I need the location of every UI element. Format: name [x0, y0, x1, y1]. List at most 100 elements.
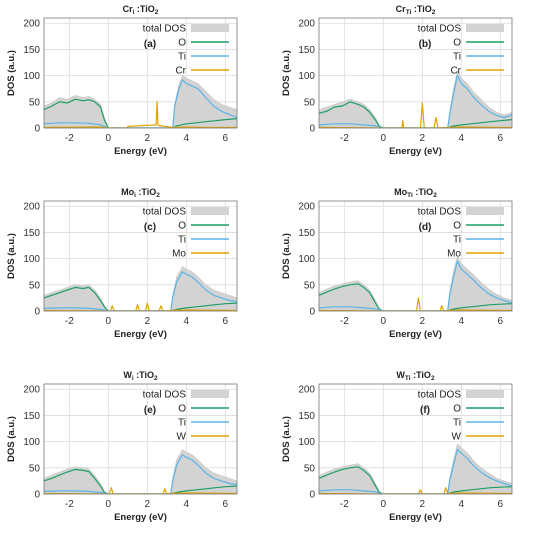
x-tick-label: 0 [106, 499, 112, 510]
y-axis-label: DOS (a.u.) [281, 416, 292, 462]
title-subscript: i [134, 192, 136, 199]
x-tick-label: 6 [223, 133, 229, 144]
plot-frame [318, 383, 513, 495]
panel-letter: (a) [144, 39, 156, 50]
legend-label: Ti [178, 235, 186, 246]
y-tick-label: 50 [304, 280, 316, 291]
x-tick-label: 2 [420, 499, 426, 510]
panel-letter: (d) [419, 222, 432, 233]
legend: total DOS O Ti Mo [418, 207, 504, 260]
series-line-cr [319, 102, 512, 128]
panel-letter: (c) [144, 222, 156, 233]
x-tick-label: 2 [145, 316, 151, 327]
y-tick-label: 200 [23, 385, 40, 396]
panel-title: Moi :TiO2 [121, 187, 160, 199]
y-tick-label: 150 [298, 228, 315, 239]
legend-label: Mo [172, 249, 186, 260]
title-subscript-2: 2 [432, 9, 436, 16]
series-line-w [319, 487, 512, 494]
panel-letter: (b) [419, 39, 432, 50]
y-tick-label: 150 [23, 411, 40, 422]
x-tick-label: -2 [65, 499, 74, 510]
y-tick-label: 0 [309, 307, 315, 318]
panel-title: Wi :TiO2 [123, 370, 158, 382]
legend-swatch-total-dos [191, 390, 229, 398]
y-tick-label: 100 [298, 437, 315, 448]
y-axis-label: DOS (a.u.) [281, 50, 292, 96]
y-axis-label: DOS (a.u.) [281, 233, 292, 279]
title-subscript-2: 2 [156, 192, 160, 199]
legend: total DOS O Ti W [418, 390, 504, 443]
y-tick-label: 100 [23, 254, 40, 265]
x-tick-label: 4 [459, 133, 465, 144]
series-line-o [44, 98, 237, 128]
dos-panel-5: 0 50 100 150 200 -2 0 2 4 6 Energy (eV) DOS (a.u.) W… [6, 370, 238, 523]
legend-label: Ti [178, 52, 186, 63]
y-tick-label: 200 [298, 19, 315, 30]
series-line-mo [319, 297, 512, 311]
legend-swatch-total-dos [466, 24, 504, 32]
title-subscript: Ti [407, 192, 413, 199]
y-tick-label: 50 [304, 97, 316, 108]
panel-title: WTi :TiO2 [396, 370, 435, 382]
title-main: Cr [123, 4, 133, 14]
plot-frame [43, 17, 238, 129]
dos-panel-2: 0 50 100 150 200 -2 0 2 4 6 Energy (eV) DOS (a.u.) C… [281, 4, 513, 157]
title-suffix: :TiO [136, 187, 156, 197]
series-line-ti [44, 271, 237, 311]
legend: total DOS O Ti Cr [418, 24, 504, 77]
legend: total DOS O Ti Mo [143, 207, 229, 260]
legend: total DOS O Ti Cr [143, 24, 229, 77]
y-tick-label: 150 [23, 45, 40, 56]
y-tick-label: 100 [298, 71, 315, 82]
y-tick-label: 150 [23, 228, 40, 239]
title-main: W [123, 370, 132, 380]
series-line-ti [44, 79, 237, 128]
legend-label: total DOS [418, 390, 462, 401]
panel-title: Cri :TiO2 [123, 4, 159, 16]
legend-label: Cr [175, 66, 186, 77]
title-main: Mo [121, 187, 134, 197]
title-subscript: Ti [405, 375, 411, 382]
series-area-total-dos [319, 255, 512, 311]
legend-label: W [177, 432, 187, 443]
y-tick-label: 50 [304, 463, 316, 474]
x-tick-label: 2 [145, 499, 151, 510]
series-area-total-dos [44, 449, 237, 494]
title-suffix: :TiO [411, 370, 431, 380]
y-tick-label: 200 [23, 19, 40, 30]
plot-area [44, 266, 237, 311]
plot-area [319, 255, 512, 311]
title-main: Mo [394, 187, 407, 197]
dos-panel-6: 0 50 100 150 200 -2 0 2 4 6 Energy (eV) DOS (a.u.) W… [281, 370, 513, 523]
y-tick-label: 0 [309, 124, 315, 135]
x-tick-label: -2 [340, 316, 349, 327]
legend-label: Ti [453, 235, 461, 246]
series-area-total-dos [319, 69, 512, 128]
y-tick-label: 50 [29, 280, 41, 291]
x-tick-label: -2 [65, 316, 74, 327]
legend-swatch-total-dos [191, 24, 229, 32]
title-suffix: :TiO [134, 4, 154, 14]
series-line-o [44, 286, 237, 311]
y-tick-label: 200 [23, 202, 40, 213]
legend-label: Mo [447, 249, 461, 260]
dos-panel-1: 0 50 100 150 200 -2 0 2 4 6 Energy (eV) DOS (a.u.) C… [6, 4, 238, 157]
title-suffix: :TiO [134, 370, 154, 380]
legend-label: total DOS [143, 390, 187, 401]
x-tick-label: 6 [498, 316, 504, 327]
panel-letter: (e) [144, 405, 156, 416]
series-line-w [44, 487, 237, 494]
panel-title: CrTi :TiO2 [396, 4, 436, 16]
plot-area [44, 449, 237, 494]
x-tick-label: 0 [106, 133, 112, 144]
y-tick-label: 0 [34, 307, 40, 318]
y-axis-label: DOS (a.u.) [6, 416, 17, 462]
series-line-ti [319, 260, 512, 311]
title-main: Cr [396, 4, 406, 14]
title-subscript: Ti [406, 9, 412, 16]
y-tick-label: 0 [34, 124, 40, 135]
x-axis-label: Energy (eV) [114, 329, 167, 340]
y-tick-label: 50 [29, 97, 41, 108]
